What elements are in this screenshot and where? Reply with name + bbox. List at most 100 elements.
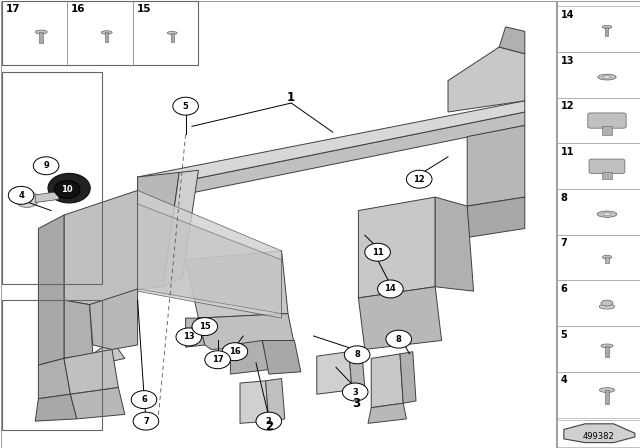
Circle shape — [133, 412, 159, 430]
Circle shape — [15, 191, 38, 207]
Circle shape — [256, 412, 282, 430]
Polygon shape — [186, 318, 205, 347]
Polygon shape — [467, 125, 525, 206]
FancyBboxPatch shape — [589, 159, 625, 173]
Text: 14: 14 — [561, 10, 574, 20]
Polygon shape — [35, 394, 77, 421]
Ellipse shape — [604, 76, 611, 78]
Bar — [105, 33, 108, 43]
Ellipse shape — [603, 213, 611, 215]
Polygon shape — [358, 197, 435, 298]
Text: 6: 6 — [561, 284, 568, 294]
Polygon shape — [70, 388, 125, 419]
Polygon shape — [64, 300, 93, 358]
Text: 15: 15 — [199, 322, 211, 331]
Ellipse shape — [600, 388, 614, 392]
Ellipse shape — [101, 31, 112, 34]
Polygon shape — [448, 47, 525, 112]
Ellipse shape — [598, 74, 616, 80]
Polygon shape — [38, 358, 70, 399]
Text: 8: 8 — [561, 193, 568, 202]
Bar — [602, 126, 612, 134]
Circle shape — [48, 173, 90, 203]
Polygon shape — [138, 204, 282, 314]
Bar — [605, 27, 609, 36]
Polygon shape — [564, 424, 635, 443]
Text: 17: 17 — [212, 355, 223, 364]
Circle shape — [33, 157, 59, 175]
Polygon shape — [368, 403, 406, 423]
Ellipse shape — [35, 30, 47, 34]
Bar — [605, 346, 609, 357]
Text: 3: 3 — [353, 388, 358, 396]
Ellipse shape — [602, 255, 611, 259]
Ellipse shape — [602, 26, 612, 29]
Circle shape — [342, 383, 368, 401]
Ellipse shape — [599, 304, 615, 309]
Circle shape — [61, 183, 77, 194]
Bar — [171, 33, 173, 42]
Circle shape — [386, 330, 412, 348]
Text: 12: 12 — [561, 101, 574, 111]
Text: 13: 13 — [183, 332, 195, 341]
Text: 15: 15 — [137, 4, 151, 14]
Bar — [2, 300, 102, 430]
Circle shape — [176, 328, 202, 346]
Polygon shape — [262, 340, 301, 374]
Ellipse shape — [601, 300, 613, 306]
Text: 4: 4 — [561, 375, 568, 385]
Polygon shape — [38, 215, 64, 365]
Bar — [2, 1, 198, 65]
Bar — [557, 52, 640, 98]
Bar — [557, 420, 640, 447]
Text: 1: 1 — [287, 91, 295, 104]
Polygon shape — [64, 340, 125, 372]
Polygon shape — [400, 352, 416, 403]
Polygon shape — [499, 27, 525, 54]
Text: 9: 9 — [44, 161, 49, 170]
Text: 8: 8 — [355, 350, 360, 359]
FancyBboxPatch shape — [588, 113, 626, 128]
Text: 4: 4 — [18, 191, 24, 200]
Circle shape — [54, 181, 80, 198]
Circle shape — [8, 186, 34, 204]
Bar — [557, 326, 640, 372]
Polygon shape — [230, 340, 269, 374]
Text: 16: 16 — [229, 347, 241, 356]
Bar — [557, 98, 640, 143]
Polygon shape — [266, 379, 285, 421]
Circle shape — [192, 318, 218, 336]
Polygon shape — [358, 287, 442, 349]
Bar — [557, 6, 640, 52]
Bar — [557, 189, 640, 235]
Text: 8: 8 — [396, 335, 401, 344]
Bar — [2, 72, 102, 284]
Text: 3: 3 — [353, 396, 360, 410]
Polygon shape — [240, 381, 269, 423]
Polygon shape — [138, 190, 282, 318]
Text: 2: 2 — [265, 420, 273, 434]
Circle shape — [205, 351, 230, 369]
Ellipse shape — [597, 211, 617, 217]
Polygon shape — [138, 101, 525, 190]
Text: 11: 11 — [372, 248, 383, 257]
Bar — [557, 1, 640, 448]
Text: 13: 13 — [561, 56, 574, 65]
Circle shape — [406, 170, 432, 188]
Text: 2: 2 — [266, 417, 272, 426]
Polygon shape — [186, 251, 288, 318]
Polygon shape — [35, 192, 59, 202]
Bar — [40, 32, 43, 43]
Bar — [557, 372, 640, 418]
Polygon shape — [64, 190, 138, 305]
Bar — [605, 257, 609, 263]
Polygon shape — [138, 112, 525, 204]
Circle shape — [365, 243, 390, 261]
Polygon shape — [467, 197, 525, 237]
Circle shape — [378, 280, 403, 298]
Text: 17: 17 — [6, 4, 20, 14]
Text: 499382: 499382 — [583, 432, 614, 441]
Polygon shape — [90, 289, 138, 349]
Text: 7: 7 — [143, 417, 148, 426]
Bar — [557, 143, 640, 189]
